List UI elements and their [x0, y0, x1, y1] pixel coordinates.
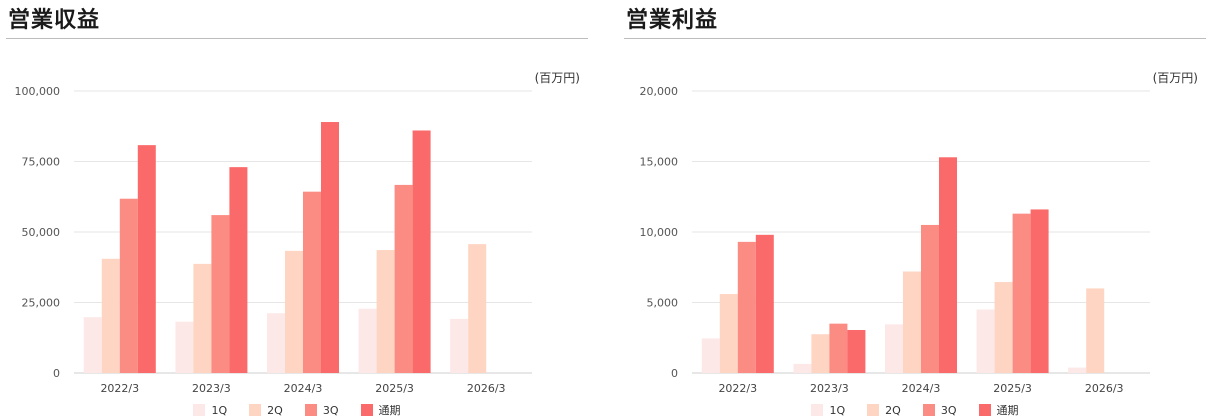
y-tick-label: 5,000 [647, 297, 679, 310]
revenue-chart-panel: 営業収益 0 25,000 50,000 75,000 100,000 (百万円) 2022… [6, 0, 588, 419]
legend-item: 通期 [360, 402, 401, 418]
legend-label: 2Q [885, 403, 901, 417]
legend-swatch [304, 404, 317, 416]
legend-label: 3Q [322, 403, 339, 417]
x-tick-label: 2023/3 [810, 382, 849, 395]
bar-2 [994, 282, 1013, 373]
y-tick-label: 25,000 [22, 297, 61, 310]
bar-2 [719, 294, 738, 373]
bar-2 [903, 271, 921, 373]
bar-1 [450, 318, 469, 373]
bar-3 [211, 215, 230, 373]
bar-2 [101, 258, 120, 373]
bar-1 [358, 308, 377, 373]
bar-3 [1012, 213, 1031, 373]
bar-3 [737, 241, 756, 373]
y-tick-label: 0 [53, 367, 60, 380]
x-tick-label: 2022/3 [718, 382, 757, 395]
bar-1 [83, 317, 102, 373]
legend-label: 1Q [211, 403, 228, 417]
bar-2 [811, 334, 830, 373]
title-divider [6, 38, 588, 39]
operating-profit-chart-legend: 1Q 2Q 3Q 通期 [624, 402, 1206, 418]
legend-swatch [867, 404, 880, 416]
y-tick-label: 20,000 [640, 85, 679, 98]
revenue-chart-legend: 1Q 2Q 3Q 通期 [6, 402, 588, 418]
bar-2 [285, 250, 303, 373]
bar-1 [701, 338, 720, 373]
revenue-chart-title: 営業収益 [8, 8, 101, 33]
unit-label: (百万円) [1153, 71, 1198, 85]
legend-item: 3Q [304, 402, 339, 418]
bar-1 [793, 363, 812, 373]
unit-label: (百万円) [535, 71, 580, 85]
bar-2 [1086, 288, 1105, 373]
bar-2 [468, 244, 487, 373]
legend-label: 3Q [940, 403, 957, 417]
x-tick-label: 2023/3 [192, 382, 231, 395]
bar-2 [376, 250, 395, 373]
legend-swatch [193, 404, 206, 416]
bar-3 [829, 323, 848, 373]
y-tick-label: 100,000 [15, 85, 61, 98]
legend-swatch [360, 404, 373, 416]
y-tick-label: 15,000 [640, 156, 679, 169]
legend-label: 2Q [267, 403, 283, 417]
legend-item: 1Q [193, 402, 227, 418]
legend-swatch [249, 404, 262, 416]
bar-4 [939, 157, 957, 373]
bar-4 [1030, 209, 1049, 373]
legend-item: 2Q [867, 402, 901, 418]
bar-4 [847, 329, 866, 373]
x-tick-label: 2026/3 [467, 382, 506, 395]
legend-item: 1Q [811, 402, 845, 418]
bar-1 [885, 324, 903, 373]
legend-swatch [978, 404, 991, 416]
operating-profit-bar-chart: 0 5,000 10,000 15,000 20,000 (百万円) 2022/3 2023/… [640, 71, 1199, 395]
revenue-bar-chart: 0 25,000 50,000 75,000 100,000 (百万円) 2022/3 202… [15, 71, 581, 395]
bar-4 [321, 122, 339, 374]
bar-4 [137, 145, 156, 373]
x-tick-label: 2022/3 [100, 382, 139, 395]
bar-1 [976, 309, 995, 373]
operating-profit-chart-title: 営業利益 [626, 8, 719, 33]
bar-3 [303, 191, 321, 373]
title-divider [624, 38, 1206, 39]
x-tick-label: 2024/3 [902, 382, 941, 395]
bar-3 [921, 224, 939, 373]
bar-1 [1068, 367, 1087, 373]
legend-label: 1Q [829, 403, 846, 417]
y-tick-label: 75,000 [22, 156, 61, 169]
operating-profit-chart-panel: 営業利益 0 5,000 10,000 15,000 20,000 (百万円) 2022/3… [624, 0, 1206, 419]
legend-item: 3Q [922, 402, 957, 418]
legend-swatch [922, 404, 935, 416]
bar-4 [229, 167, 248, 373]
x-tick-label: 2026/3 [1085, 382, 1124, 395]
y-tick-label: 50,000 [22, 226, 61, 239]
bar-3 [119, 198, 138, 373]
legend-label: 通期 [378, 404, 401, 417]
legend-item: 通期 [978, 402, 1019, 418]
x-tick-label: 2025/3 [375, 382, 414, 395]
bar-4 [755, 234, 774, 373]
bar-3 [394, 184, 413, 373]
y-tick-label: 10,000 [640, 226, 679, 239]
bar-1 [175, 321, 194, 373]
bar-2 [193, 263, 212, 373]
legend-label: 通期 [996, 404, 1019, 417]
legend-swatch [811, 404, 824, 416]
y-tick-label: 0 [671, 367, 678, 380]
x-tick-label: 2024/3 [284, 382, 323, 395]
legend-item: 2Q [249, 402, 283, 418]
bar-4 [412, 130, 431, 373]
x-tick-label: 2025/3 [993, 382, 1032, 395]
bar-1 [267, 313, 285, 373]
